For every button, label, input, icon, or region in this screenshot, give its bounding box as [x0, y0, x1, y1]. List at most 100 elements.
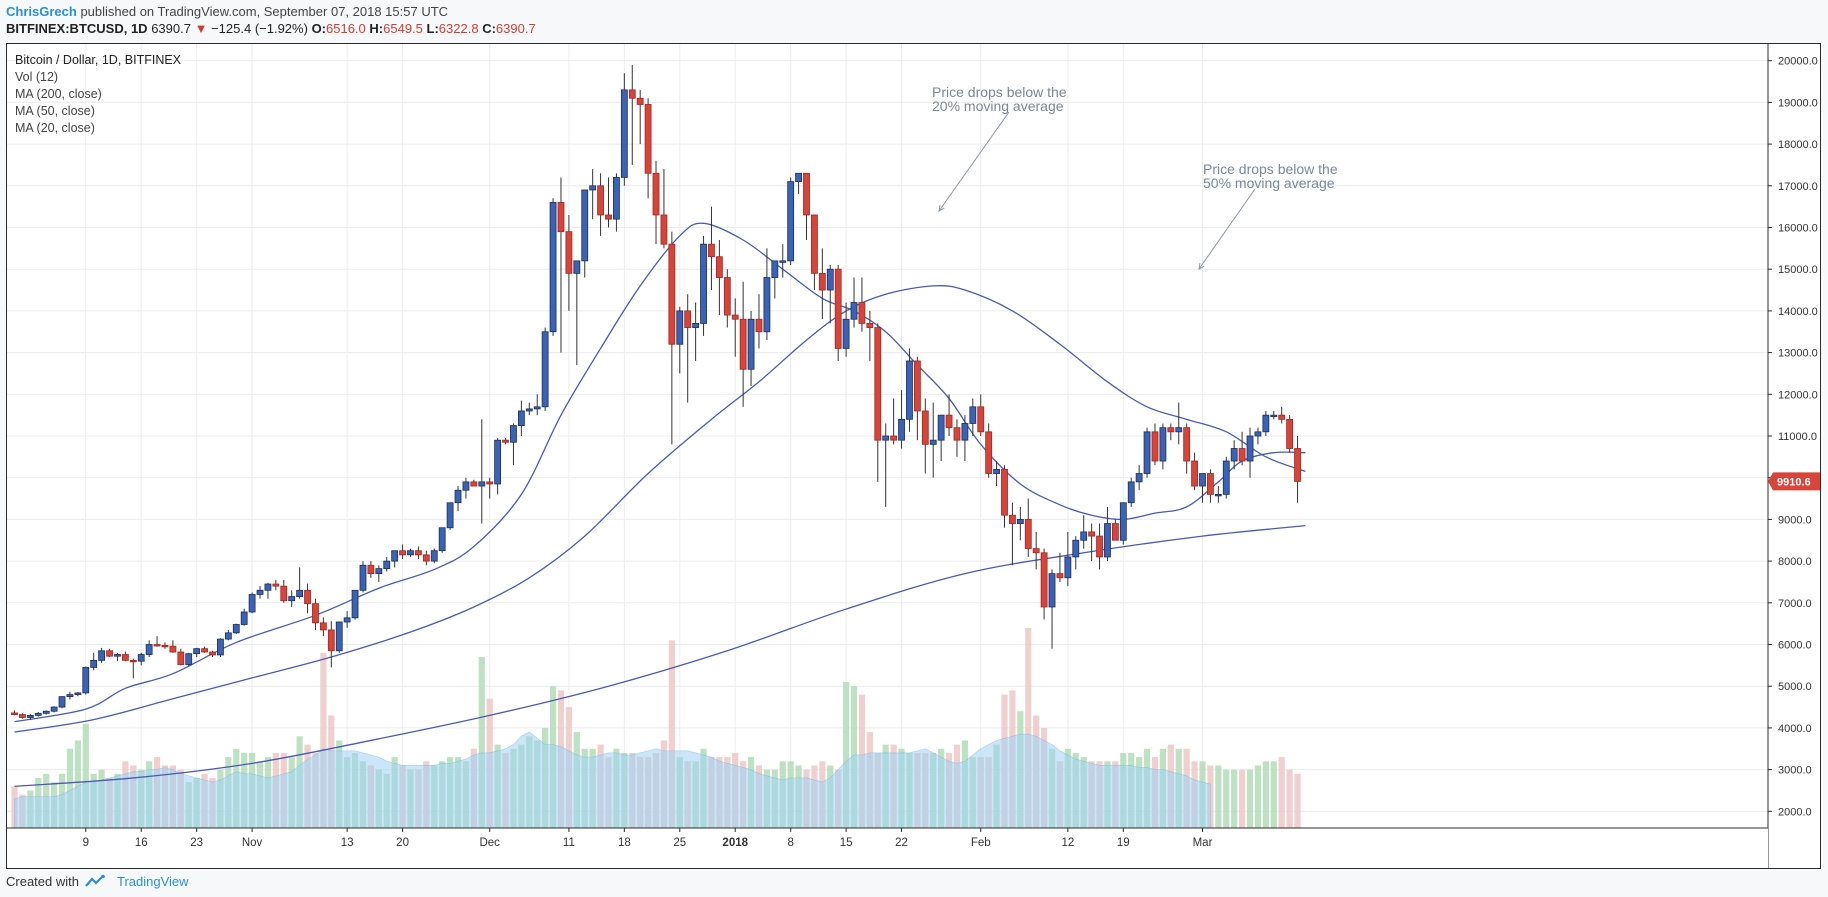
candle-down: [953, 419, 961, 457]
candle-body: [739, 318, 747, 370]
volume-bar: [1278, 757, 1285, 828]
candle-up: [1254, 427, 1262, 445]
candle-up: [541, 327, 549, 411]
current-price-label: 9910.6: [1777, 476, 1811, 488]
candle-body: [312, 603, 319, 624]
candle-down: [731, 298, 739, 357]
candle-body: [90, 659, 98, 668]
candle-up: [248, 592, 256, 614]
volume-bar: [1025, 627, 1032, 828]
candle-body: [541, 331, 549, 408]
annotation-ma50[interactable]: Price drops below the 50% moving average: [1203, 162, 1338, 190]
candle-up: [34, 712, 42, 717]
open-label: O:: [311, 21, 327, 36]
candle-body: [422, 554, 430, 562]
tradingview-logo-icon[interactable]: [85, 874, 107, 888]
ma-line-200: [14, 525, 1306, 787]
candle-up: [787, 177, 795, 266]
candle-down: [834, 265, 842, 361]
candle-up: [193, 647, 201, 658]
time-tick-label: Feb: [971, 837, 991, 849]
candle-body: [1175, 427, 1183, 433]
candle-up: [763, 248, 771, 341]
legend-item-ma200[interactable]: MA (200, close): [15, 87, 102, 101]
candle-down: [874, 323, 882, 482]
candle-body: [961, 423, 969, 441]
candle-body: [1222, 460, 1230, 495]
candle-body: [462, 481, 470, 491]
chart-panel[interactable]: 20000.0 19000.0 18000.0 17000.0 16000.0 15000…: [6, 43, 1821, 869]
volume-bar: [478, 657, 485, 828]
candle-body: [953, 427, 961, 441]
candle-body: [1286, 418, 1294, 449]
candle-down: [1191, 452, 1198, 491]
candle-body: [557, 202, 565, 233]
candle-body: [787, 181, 795, 262]
candle-body: [1119, 502, 1127, 541]
candle-body: [1127, 481, 1135, 504]
price-tick-label: 9000.0: [1778, 514, 1812, 526]
candle-body: [510, 425, 517, 443]
time-tick-label: Dec: [479, 837, 500, 849]
publish-info: ChrisGrech published on TradingView.com,…: [6, 4, 448, 20]
annotation-ma50-line2: 50% moving average: [1203, 175, 1335, 191]
candle-body: [1199, 473, 1206, 487]
legend-item-ma20[interactable]: MA (20, close): [15, 121, 95, 135]
price-change: −125.4 (−1.92%): [211, 21, 308, 36]
annotation-arrowhead: [938, 204, 945, 212]
candle-body: [1159, 427, 1167, 462]
volume-bar: [1215, 765, 1222, 828]
candle-down: [11, 710, 18, 716]
volume-bar: [82, 723, 89, 828]
candle-body: [470, 481, 478, 487]
candle-body: [272, 583, 280, 587]
candle-body: [723, 277, 731, 316]
candle-down: [684, 294, 692, 403]
candle-body: [177, 651, 185, 665]
candle-body: [1048, 573, 1056, 608]
candle-body: [731, 314, 739, 320]
candle-down: [486, 477, 494, 499]
candle-up: [335, 621, 343, 653]
candle-body: [605, 214, 612, 220]
annotation-ma20-line1: Price drops below the: [932, 84, 1067, 100]
candle-down: [866, 310, 874, 361]
candle-down: [565, 214, 573, 311]
candle-body: [708, 243, 715, 258]
candle-body: [676, 310, 684, 345]
candle-up: [1104, 506, 1111, 562]
candle-body: [700, 243, 707, 324]
price-tick-label: 8000.0: [1778, 556, 1812, 568]
candle-body: [367, 564, 375, 575]
candle-body: [256, 589, 264, 595]
author-link[interactable]: ChrisGrech: [6, 4, 77, 19]
candle-down: [1151, 423, 1159, 466]
candle-up: [430, 548, 438, 564]
candle-body: [26, 715, 34, 718]
candle-body: [811, 214, 818, 274]
candle-body: [34, 712, 42, 716]
candle-down: [304, 583, 311, 614]
candle-body: [660, 214, 668, 245]
candle-body: [296, 589, 304, 597]
legend-item-volume[interactable]: Vol (12): [15, 70, 59, 84]
candle-up: [549, 198, 557, 336]
candle-up: [1143, 427, 1151, 478]
annotation-ma20[interactable]: Price drops below the 20% moving average: [932, 85, 1067, 113]
time-axis-bg: [7, 828, 1768, 868]
candle-body: [517, 410, 525, 426]
volume-bar: [1231, 769, 1238, 828]
time-tick-label: 22: [895, 837, 908, 849]
tradingview-brand-link[interactable]: TradingView: [116, 873, 189, 889]
candle-body: [169, 645, 177, 653]
candle-body: [1246, 435, 1254, 462]
time-tick-label: 18: [618, 837, 631, 849]
chart-canvas[interactable]: 20000.0 19000.0 18000.0 17000.0 16000.0 15000…: [7, 44, 1820, 868]
candle-up: [145, 640, 153, 658]
last-price: 6390.7: [151, 21, 191, 36]
candle-body: [415, 550, 422, 556]
legend-item-ma50[interactable]: MA (50, close): [15, 104, 95, 118]
candle-body: [391, 550, 399, 562]
candle-up: [1246, 427, 1254, 478]
candle-body: [589, 185, 597, 191]
